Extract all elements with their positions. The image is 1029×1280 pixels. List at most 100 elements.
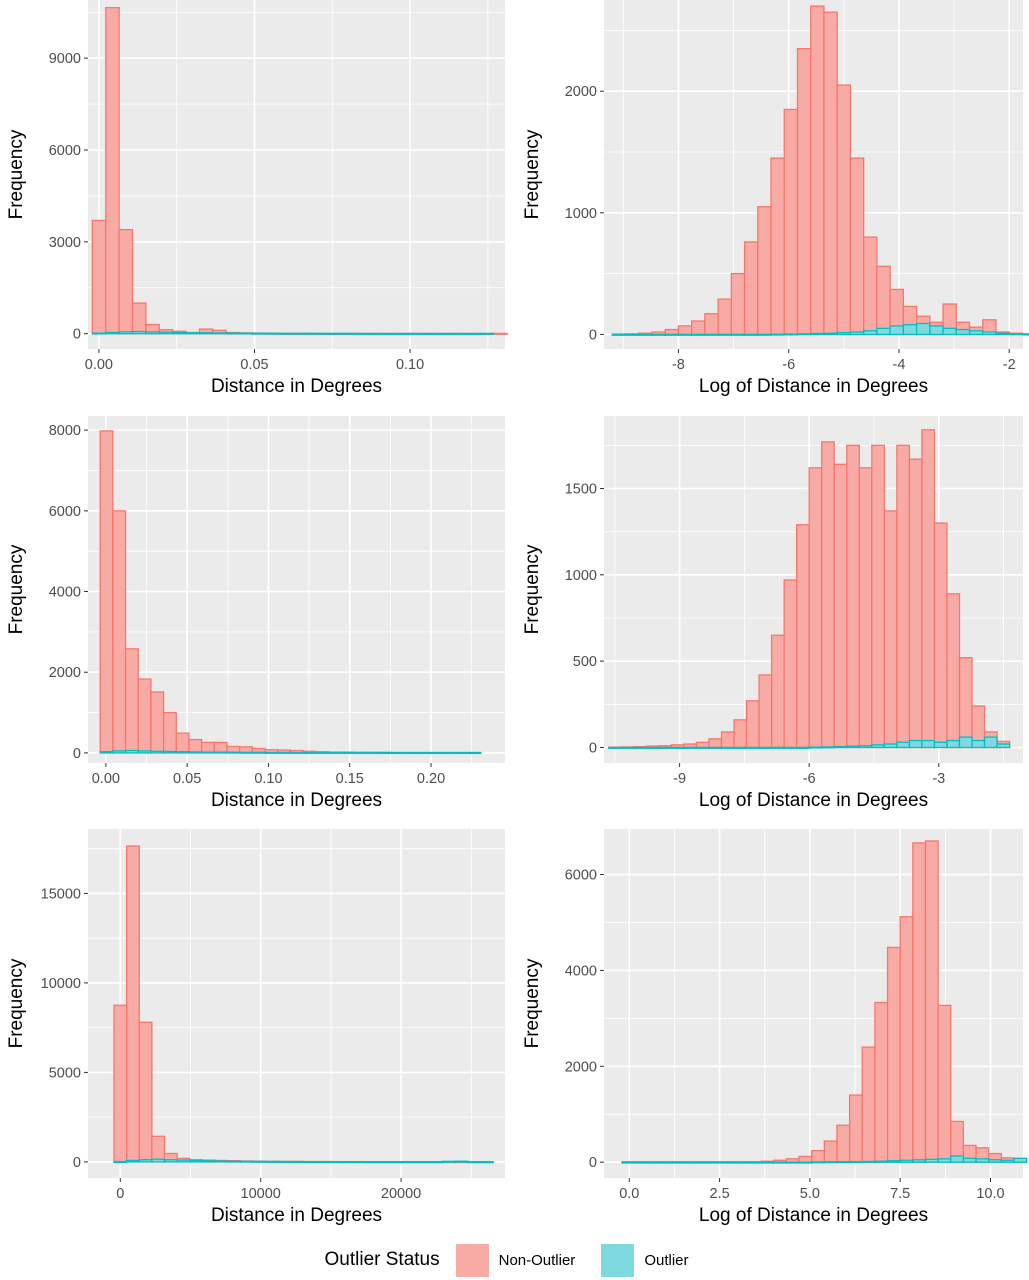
bar-outlier [441, 1160, 456, 1163]
bar-non-outlier [162, 711, 177, 754]
bar-non-outlier [823, 11, 838, 336]
y-tick-label: 10000 [41, 976, 81, 992]
bar-outlier [305, 332, 321, 335]
bar-non-outlier [138, 1021, 153, 1163]
x-tick-label: 0 [116, 1186, 124, 1202]
bar-outlier [416, 1161, 431, 1164]
bar-outlier [730, 333, 746, 336]
y-axis-title: Frequency [6, 544, 27, 634]
bar-outlier [403, 751, 418, 755]
bar-non-outlier [695, 741, 710, 749]
bar-outlier [145, 331, 160, 335]
bar-non-outlier [823, 1140, 838, 1163]
bar-outlier [131, 330, 147, 335]
bar-outlier [785, 1161, 800, 1164]
bar-outlier [99, 751, 114, 754]
bar-non-outlier [849, 157, 865, 336]
bar-outlier [454, 751, 469, 755]
bar-outlier [846, 745, 860, 749]
x-tick-label: 2.5 [710, 1186, 730, 1202]
bar-outlier [962, 1157, 977, 1163]
bar-outlier [277, 1160, 292, 1163]
bar-outlier [757, 333, 772, 336]
chart-panel-1: 0.00 0.05 0.10 0 3000 6000 9000 Distance in Deg… [6, 0, 508, 397]
bar-outlier [937, 1158, 952, 1163]
bar-outlier [1000, 1159, 1015, 1163]
bar-outlier [670, 746, 685, 749]
y-tick-label: 1000 [565, 568, 597, 584]
bar-outlier [340, 751, 355, 754]
bar-non-outlier [708, 738, 723, 749]
bar-outlier [251, 751, 266, 754]
bar-outlier [638, 333, 653, 336]
bar-non-outlier [836, 1124, 851, 1163]
bar-outlier [112, 750, 127, 754]
bar-outlier [467, 751, 482, 755]
bar-outlier [319, 332, 334, 335]
bar-outlier [933, 741, 948, 749]
bar-outlier [479, 1161, 494, 1164]
y-tick-label: 0 [589, 327, 597, 343]
y-tick-label: 4000 [49, 585, 81, 601]
x-tick-label: -9 [673, 771, 686, 787]
y-tick-label: 8000 [49, 423, 81, 439]
y-axis-title: Frequency [6, 129, 27, 219]
legend-label-non-outlier: Non-Outlier [498, 1251, 576, 1269]
bar-non-outlier [137, 678, 152, 754]
bar-outlier [453, 332, 468, 335]
bar-non-outlier [883, 510, 898, 749]
bar-outlier [113, 1160, 128, 1163]
bar-outlier [151, 1158, 166, 1163]
bar-outlier [290, 1160, 305, 1163]
bar-outlier [200, 751, 215, 754]
bar-outlier [391, 751, 406, 755]
bar-outlier [833, 745, 848, 749]
bar-outlier [624, 333, 640, 336]
y-tick-label: 6000 [565, 868, 597, 884]
bar-non-outlier [733, 719, 748, 749]
y-tick-label: 1500 [565, 482, 597, 498]
panel-background [88, 829, 505, 1178]
bar-outlier [760, 1161, 775, 1164]
bar-outlier [677, 333, 693, 336]
bar-outlier [454, 1160, 469, 1163]
bar-outlier [883, 743, 898, 749]
x-tick-label: 0.0 [619, 1186, 639, 1202]
bar-outlier [876, 327, 891, 336]
bar-outlier [747, 1161, 762, 1164]
x-tick-label: -2 [1003, 357, 1016, 373]
bar-non-outlier [200, 741, 215, 754]
chart-panel-2: -8 -6 -4 -2 0 1000 2000 Log of Distance in Degr… [522, 0, 1029, 397]
bar-non-outlier [808, 467, 823, 749]
bar-outlier [733, 746, 748, 749]
bar-outlier [658, 746, 673, 749]
bar-outlier [198, 332, 214, 335]
bar-non-outlier [720, 731, 735, 749]
bar-outlier [412, 332, 428, 335]
bar-outlier [466, 332, 482, 335]
bar-outlier [403, 1161, 418, 1164]
bar-outlier [391, 1161, 406, 1164]
bar-outlier [982, 331, 997, 336]
x-tick-label: 5.0 [800, 1186, 820, 1202]
bar-outlier [328, 1160, 343, 1164]
bar-non-outlier [124, 648, 139, 754]
bar-non-outlier [131, 302, 147, 335]
bar-non-outlier [118, 228, 134, 335]
bar-non-outlier [188, 738, 203, 754]
bar-outlier [479, 332, 495, 335]
bar-outlier [302, 1160, 317, 1164]
x-tick-label: -3 [932, 771, 945, 787]
bar-outlier [946, 739, 961, 749]
bar-non-outlier [151, 1135, 166, 1163]
x-axis-title: Log of Distance in Degrees [699, 1205, 928, 1226]
bar-non-outlier [908, 458, 923, 749]
legend-key-outlier [601, 1243, 635, 1277]
bar-outlier [995, 332, 1010, 336]
bar-outlier [836, 1161, 851, 1164]
bar-outlier [1008, 333, 1024, 336]
bar-outlier [743, 333, 759, 336]
bar-outlier [345, 332, 361, 335]
bar-outlier [968, 330, 984, 336]
